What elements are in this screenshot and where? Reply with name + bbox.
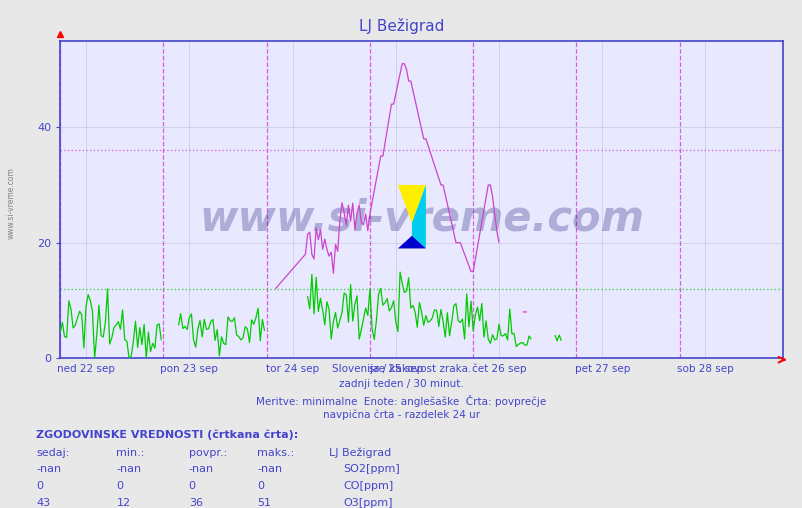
Text: 51: 51: [257, 498, 270, 508]
Text: 43: 43: [36, 498, 51, 508]
Text: navpična črta - razdelek 24 ur: navpična črta - razdelek 24 ur: [322, 410, 480, 421]
Text: www.si-vreme.com: www.si-vreme.com: [6, 167, 15, 239]
Text: -nan: -nan: [257, 464, 282, 474]
Text: -nan: -nan: [116, 464, 141, 474]
Text: 0: 0: [116, 481, 124, 491]
Text: LJ Bežigrad: LJ Bežigrad: [358, 18, 444, 34]
Text: LJ Bežigrad: LJ Bežigrad: [329, 448, 391, 458]
Text: min.:: min.:: [116, 448, 144, 458]
Text: O3[ppm]: O3[ppm]: [343, 498, 393, 508]
Text: Meritve: minimalne  Enote: anglešaške  Črta: povprečje: Meritve: minimalne Enote: anglešaške Črt…: [256, 395, 546, 407]
Text: SO2[ppm]: SO2[ppm]: [343, 464, 400, 474]
Text: maks.:: maks.:: [257, 448, 294, 458]
Text: ZGODOVINSKE VREDNOSTI (črtkana črta):: ZGODOVINSKE VREDNOSTI (črtkana črta):: [36, 429, 298, 440]
Text: sedaj:: sedaj:: [36, 448, 70, 458]
Text: -nan: -nan: [188, 464, 213, 474]
Text: Slovenija / kakovost zraka.: Slovenija / kakovost zraka.: [331, 364, 471, 374]
Text: 0: 0: [188, 481, 196, 491]
Text: 36: 36: [188, 498, 202, 508]
Text: 12: 12: [116, 498, 131, 508]
Text: povpr.:: povpr.:: [188, 448, 227, 458]
Text: www.si-vreme.com: www.si-vreme.com: [199, 198, 643, 239]
Text: CO[ppm]: CO[ppm]: [343, 481, 394, 491]
Polygon shape: [398, 236, 425, 248]
Text: 0: 0: [257, 481, 264, 491]
Polygon shape: [398, 185, 425, 223]
Polygon shape: [411, 185, 425, 248]
Text: -nan: -nan: [36, 464, 61, 474]
Text: 0: 0: [36, 481, 43, 491]
Text: zadnji teden / 30 minut.: zadnji teden / 30 minut.: [338, 379, 464, 390]
